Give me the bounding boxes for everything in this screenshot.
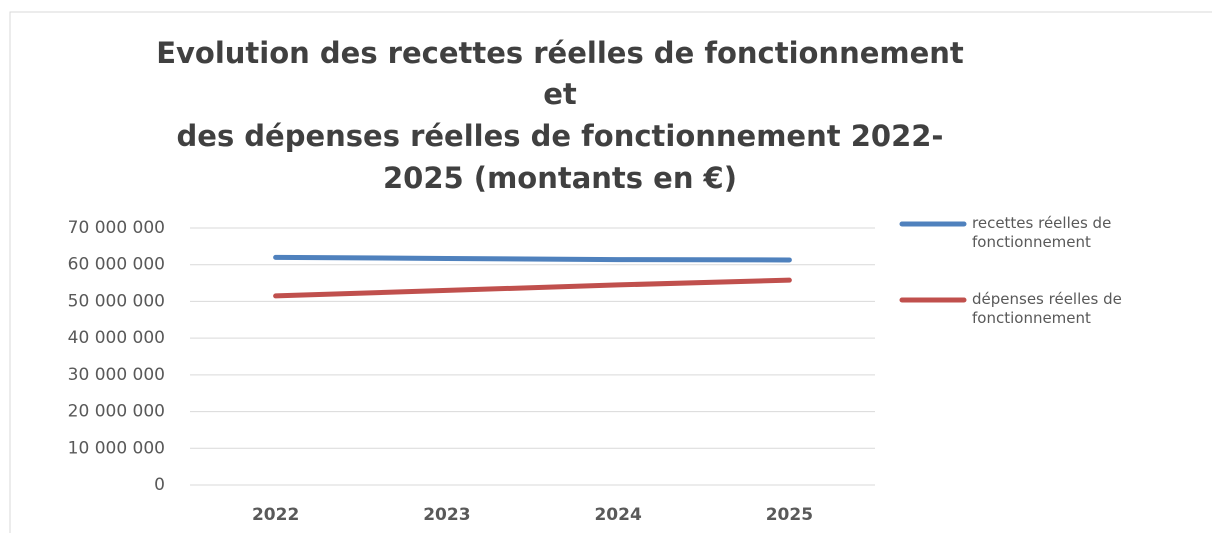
series-line [273, 254, 792, 263]
chart-border [9, 11, 1212, 533]
legend-label: recettes réelles de fonctionnement [972, 214, 1112, 251]
chart-title: 2025 (montants en €) [383, 161, 737, 195]
y-tick-label: 50 000 000 [68, 291, 165, 311]
y-tick-label: 0 [154, 475, 165, 495]
y-tick-label: 60 000 000 [68, 255, 165, 275]
chart-title: des dépenses réelles de fonctionnement 2… [177, 119, 944, 153]
chart-title: et [543, 77, 577, 111]
x-tick-label: 2024 [594, 505, 641, 525]
y-tick-label: 30 000 000 [68, 365, 165, 385]
series-line [273, 277, 792, 299]
x-tick-label: 2022 [252, 505, 299, 525]
y-tick-label: 70 000 000 [68, 218, 165, 238]
chart-title: Evolution des recettes réelles de foncti… [156, 36, 964, 70]
y-tick-label: 20 000 000 [68, 402, 165, 422]
x-tick-label: 2023 [423, 505, 470, 525]
legend-label: dépenses réelles de fonctionnement [972, 290, 1122, 327]
y-tick-label: 40 000 000 [68, 328, 165, 348]
y-tick-label: 10 000 000 [68, 438, 165, 458]
x-tick-label: 2025 [766, 505, 813, 525]
